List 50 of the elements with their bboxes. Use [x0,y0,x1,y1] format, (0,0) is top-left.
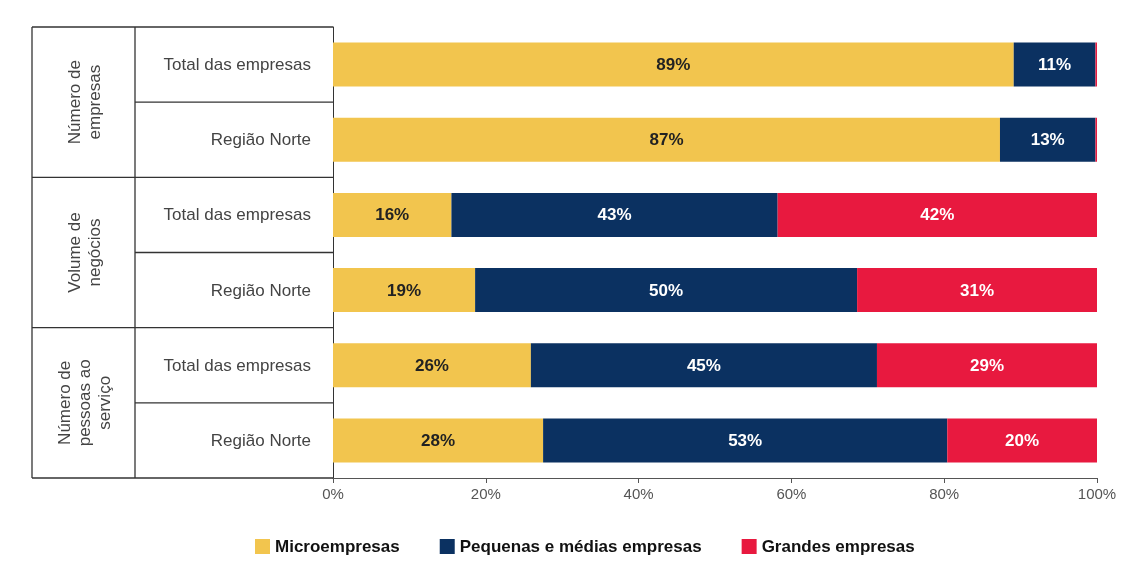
y-tick-label: Região Norte [210,130,311,150]
bar [543,418,948,463]
data-label: 20% [1005,430,1040,450]
x-tick-label: 20% [470,485,501,502]
bar [333,117,1000,162]
bar [857,268,1097,313]
text: Número de empresas [65,60,104,145]
data-label: 31% [960,280,995,300]
data-label: 11% [1038,55,1072,75]
data-label: 89% [656,55,691,75]
data-label: 29% [969,355,1004,375]
data-label: 43% [597,205,632,225]
x-tick-label: 100% [1077,485,1117,502]
bar [947,418,1097,463]
bar [1013,42,1096,87]
x-tick-label: 80% [929,485,960,502]
x-tick-label: 60% [776,485,807,502]
data-label: 53% [728,430,763,450]
bar [777,192,1097,237]
x-tick-label: 0% [322,485,344,502]
bar [999,117,1096,162]
y-tick-label: Total das empresas [163,205,311,225]
bar [333,268,476,313]
bar [876,343,1097,388]
x-tick-label: 40% [623,485,654,502]
legend-label: Pequenas e médias empresas [459,537,702,556]
y-tick-label: Total das empresas [163,355,311,375]
legend-label: Microempresas [275,537,400,556]
y-tick-label: Região Norte [210,430,311,450]
bar [333,192,452,237]
data-label: 16% [375,205,410,225]
text: Volume de negócios [65,212,104,293]
bar [451,192,778,237]
text: Número de pessoas ao serviço [55,359,114,447]
y-tick-label: Região Norte [210,280,311,300]
data-label: 28% [421,430,456,450]
data-label: 45% [686,355,721,375]
bar [333,343,531,388]
legend-label: Grandes empresas [761,537,915,556]
data-label: 13% [1030,130,1065,150]
data-label: 26% [414,355,449,375]
data-label: 19% [387,280,422,300]
data-label: 87% [649,130,684,150]
data-label: 50% [649,280,684,300]
bar [530,343,877,388]
bar [333,42,1014,87]
data-label: 42% [920,205,955,225]
bar [475,268,858,313]
y-tick-label: Total das empresas [163,55,311,75]
bar [333,418,544,463]
